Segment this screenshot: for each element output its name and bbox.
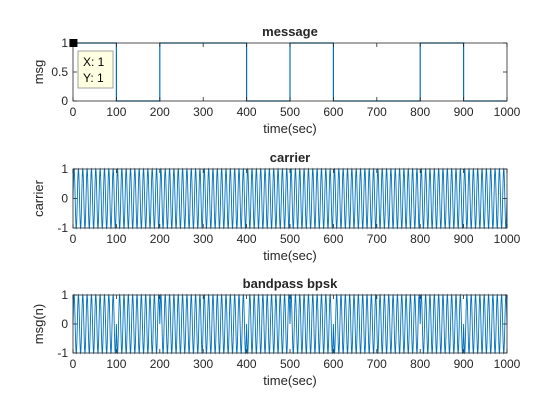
- y-axis-label: msg(n): [31, 304, 46, 344]
- x-tick-label: 500: [280, 357, 300, 371]
- x-tick-label: 300: [193, 105, 213, 119]
- y-axis-label: msg: [31, 60, 46, 85]
- y-tick-label: 1: [61, 288, 68, 302]
- subplot-2: 0 100 200 300 400 500 600 700 800 900 1000-101carr…: [31, 150, 521, 263]
- y-axis-label: carrier: [31, 179, 46, 217]
- x-tick-label: 400: [237, 357, 257, 371]
- x-tick-label: 200: [150, 357, 170, 371]
- x-tick-label: 1000: [494, 105, 521, 119]
- series-line: [72, 293, 508, 355]
- chart-title: message: [262, 24, 318, 39]
- x-tick-label: 800: [410, 232, 430, 246]
- x-tick-label: 500: [280, 105, 300, 119]
- x-tick-label: 900: [454, 357, 474, 371]
- x-tick-label: 200: [150, 105, 170, 119]
- datatip-y-text: Y: 1: [83, 71, 104, 85]
- x-tick-label: 100: [106, 105, 126, 119]
- subplot-1: 0 100 200 300 400 500 600 700 800 900 1000 0 0.5 1 mes…: [31, 24, 521, 136]
- y-tick-label: 0: [61, 94, 68, 108]
- x-tick-label: 100: [106, 357, 126, 371]
- x-tick-label: 200: [150, 232, 170, 246]
- datatip-marker[interactable]: [69, 39, 78, 47]
- y-tick-label: 0: [61, 317, 68, 331]
- x-tick-label: 100: [106, 232, 126, 246]
- x-tick-label: 500: [280, 232, 300, 246]
- x-tick-label: 0: [70, 232, 77, 246]
- x-tick-label: 0: [70, 105, 77, 119]
- x-tick-label: 700: [367, 357, 387, 371]
- x-tick-label: 1000: [494, 357, 521, 371]
- chart-title: carrier: [270, 150, 310, 165]
- x-axis-label: time(sec): [263, 121, 316, 136]
- y-tick-label: 0: [61, 192, 68, 206]
- x-tick-label: 600: [323, 105, 343, 119]
- x-tick-label: 300: [193, 232, 213, 246]
- x-tick-label: 600: [323, 357, 343, 371]
- subplot-3: 0 100 200 300 400 500 600 700 800 900 1000-101band…: [31, 276, 521, 388]
- datatip-x-text: X: 1: [83, 55, 105, 69]
- y-tick-label: -1: [57, 346, 68, 360]
- y-tick-label: 1: [61, 162, 68, 176]
- x-tick-label: 300: [193, 357, 213, 371]
- y-tick-label: 1: [61, 36, 68, 50]
- chart-title: bandpass bpsk: [243, 276, 338, 291]
- x-tick-label: 700: [367, 232, 387, 246]
- y-tick-label: -1: [57, 221, 68, 235]
- x-tick-label: 600: [323, 232, 343, 246]
- x-tick-label: 700: [367, 105, 387, 119]
- series-line: [72, 167, 508, 230]
- x-axis-label: time(sec): [263, 248, 316, 263]
- y-tick-label: 0.5: [51, 65, 68, 79]
- x-tick-label: 800: [410, 357, 430, 371]
- x-tick-label: 900: [454, 232, 474, 246]
- x-axis-label: time(sec): [263, 373, 316, 388]
- x-tick-label: 1000: [494, 232, 521, 246]
- x-tick-label: 800: [410, 105, 430, 119]
- x-tick-label: 400: [237, 232, 257, 246]
- x-tick-label: 900: [454, 105, 474, 119]
- x-tick-label: 400: [237, 105, 257, 119]
- datatip-box[interactable]: [77, 50, 114, 89]
- x-tick-label: 0: [70, 357, 77, 371]
